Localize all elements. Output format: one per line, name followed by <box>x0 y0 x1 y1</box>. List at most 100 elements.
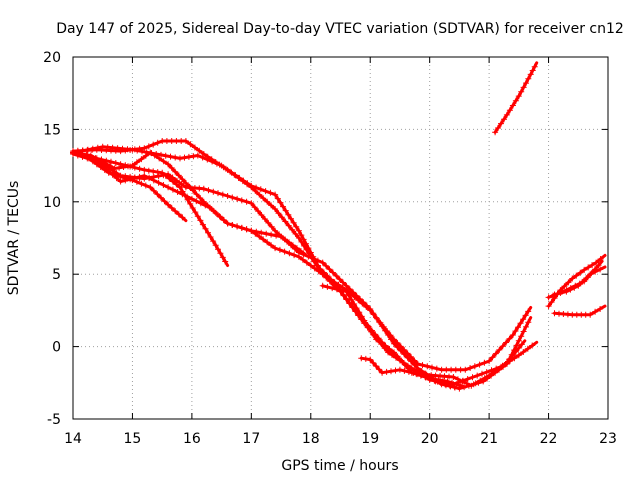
data-point <box>383 368 390 375</box>
data-point <box>162 172 169 179</box>
data-point <box>243 226 250 233</box>
data-point <box>338 287 345 294</box>
data-point <box>305 253 312 260</box>
data-point <box>394 353 401 360</box>
data-point <box>160 182 167 188</box>
data-point <box>155 179 162 186</box>
data-point <box>429 364 435 371</box>
data-point <box>303 240 309 247</box>
data-point <box>268 231 275 238</box>
data-point <box>529 342 536 349</box>
x-tick-label: 16 <box>183 431 201 447</box>
data-point <box>255 208 262 215</box>
data-point <box>280 203 286 210</box>
data-point <box>124 175 131 182</box>
data-point <box>376 366 383 373</box>
data-point <box>236 174 243 181</box>
data-point <box>282 218 289 225</box>
data-point <box>131 146 138 153</box>
data-point <box>103 157 110 164</box>
data-point <box>165 184 172 191</box>
data-point <box>548 299 555 306</box>
data-point <box>261 216 268 222</box>
data-point <box>290 219 297 226</box>
data-point <box>234 223 241 230</box>
data-point <box>324 283 331 290</box>
data-point <box>298 232 305 239</box>
plot-frame <box>72 56 609 420</box>
data-point <box>238 197 245 204</box>
series-track-11 <box>545 253 607 310</box>
data-point <box>268 202 275 209</box>
data-point <box>323 262 330 269</box>
data-point <box>257 186 264 193</box>
x-tick-label: 15 <box>124 431 142 447</box>
data-point <box>168 164 175 171</box>
data-point <box>142 182 149 189</box>
data-point <box>319 282 326 289</box>
data-point <box>172 154 179 161</box>
data-point <box>110 171 117 178</box>
data-point <box>177 184 183 191</box>
data-point <box>202 202 209 209</box>
y-axis-label: SDTVAR / TECUs <box>6 181 22 296</box>
data-point <box>363 302 370 309</box>
data-point <box>300 236 307 243</box>
data-point <box>167 153 174 160</box>
data-point <box>382 327 389 334</box>
data-point <box>138 156 145 163</box>
data-point <box>117 148 124 155</box>
data-point <box>454 376 461 383</box>
data-point <box>329 269 336 276</box>
data-point <box>210 188 217 195</box>
x-tick-label: 14 <box>64 431 82 447</box>
data-point <box>154 169 161 176</box>
data-point <box>85 155 92 162</box>
data-point <box>141 145 148 152</box>
data-point <box>251 204 258 211</box>
x-tick-label: 18 <box>302 431 320 447</box>
series-layer <box>70 61 607 392</box>
data-point <box>515 324 521 331</box>
data-point <box>131 164 138 171</box>
data-point <box>224 166 231 173</box>
data-point <box>551 291 558 298</box>
data-point <box>459 378 466 385</box>
data-point <box>285 211 292 218</box>
data-point <box>522 312 529 319</box>
data-point <box>300 251 307 258</box>
data-point <box>370 359 377 366</box>
data-point <box>348 296 355 303</box>
data-point <box>435 376 442 383</box>
data-point <box>291 252 298 259</box>
y-tick-label: -5 <box>47 412 61 428</box>
data-point <box>173 181 180 188</box>
data-point <box>154 139 161 146</box>
data-point <box>129 177 136 184</box>
data-point <box>288 215 294 222</box>
data-point <box>158 151 164 158</box>
data-point <box>156 155 163 162</box>
data-point <box>335 281 342 288</box>
x-axis-label: GPS time / hours <box>281 458 398 474</box>
data-point <box>545 303 552 310</box>
data-point <box>248 182 255 189</box>
data-point <box>93 161 100 168</box>
data-point <box>357 296 363 302</box>
data-point <box>112 160 119 166</box>
data-point <box>336 276 343 283</box>
data-point <box>573 272 580 279</box>
data-point <box>212 242 219 249</box>
data-point <box>579 278 586 285</box>
data-point <box>518 333 525 340</box>
data-point <box>490 369 497 376</box>
data-point <box>108 158 114 165</box>
data-point <box>506 355 513 362</box>
data-point <box>501 116 507 123</box>
data-point <box>295 227 302 234</box>
data-point <box>492 350 499 357</box>
data-point <box>370 310 377 317</box>
data-point <box>349 304 356 311</box>
data-point <box>373 363 380 370</box>
data-point <box>145 167 152 174</box>
